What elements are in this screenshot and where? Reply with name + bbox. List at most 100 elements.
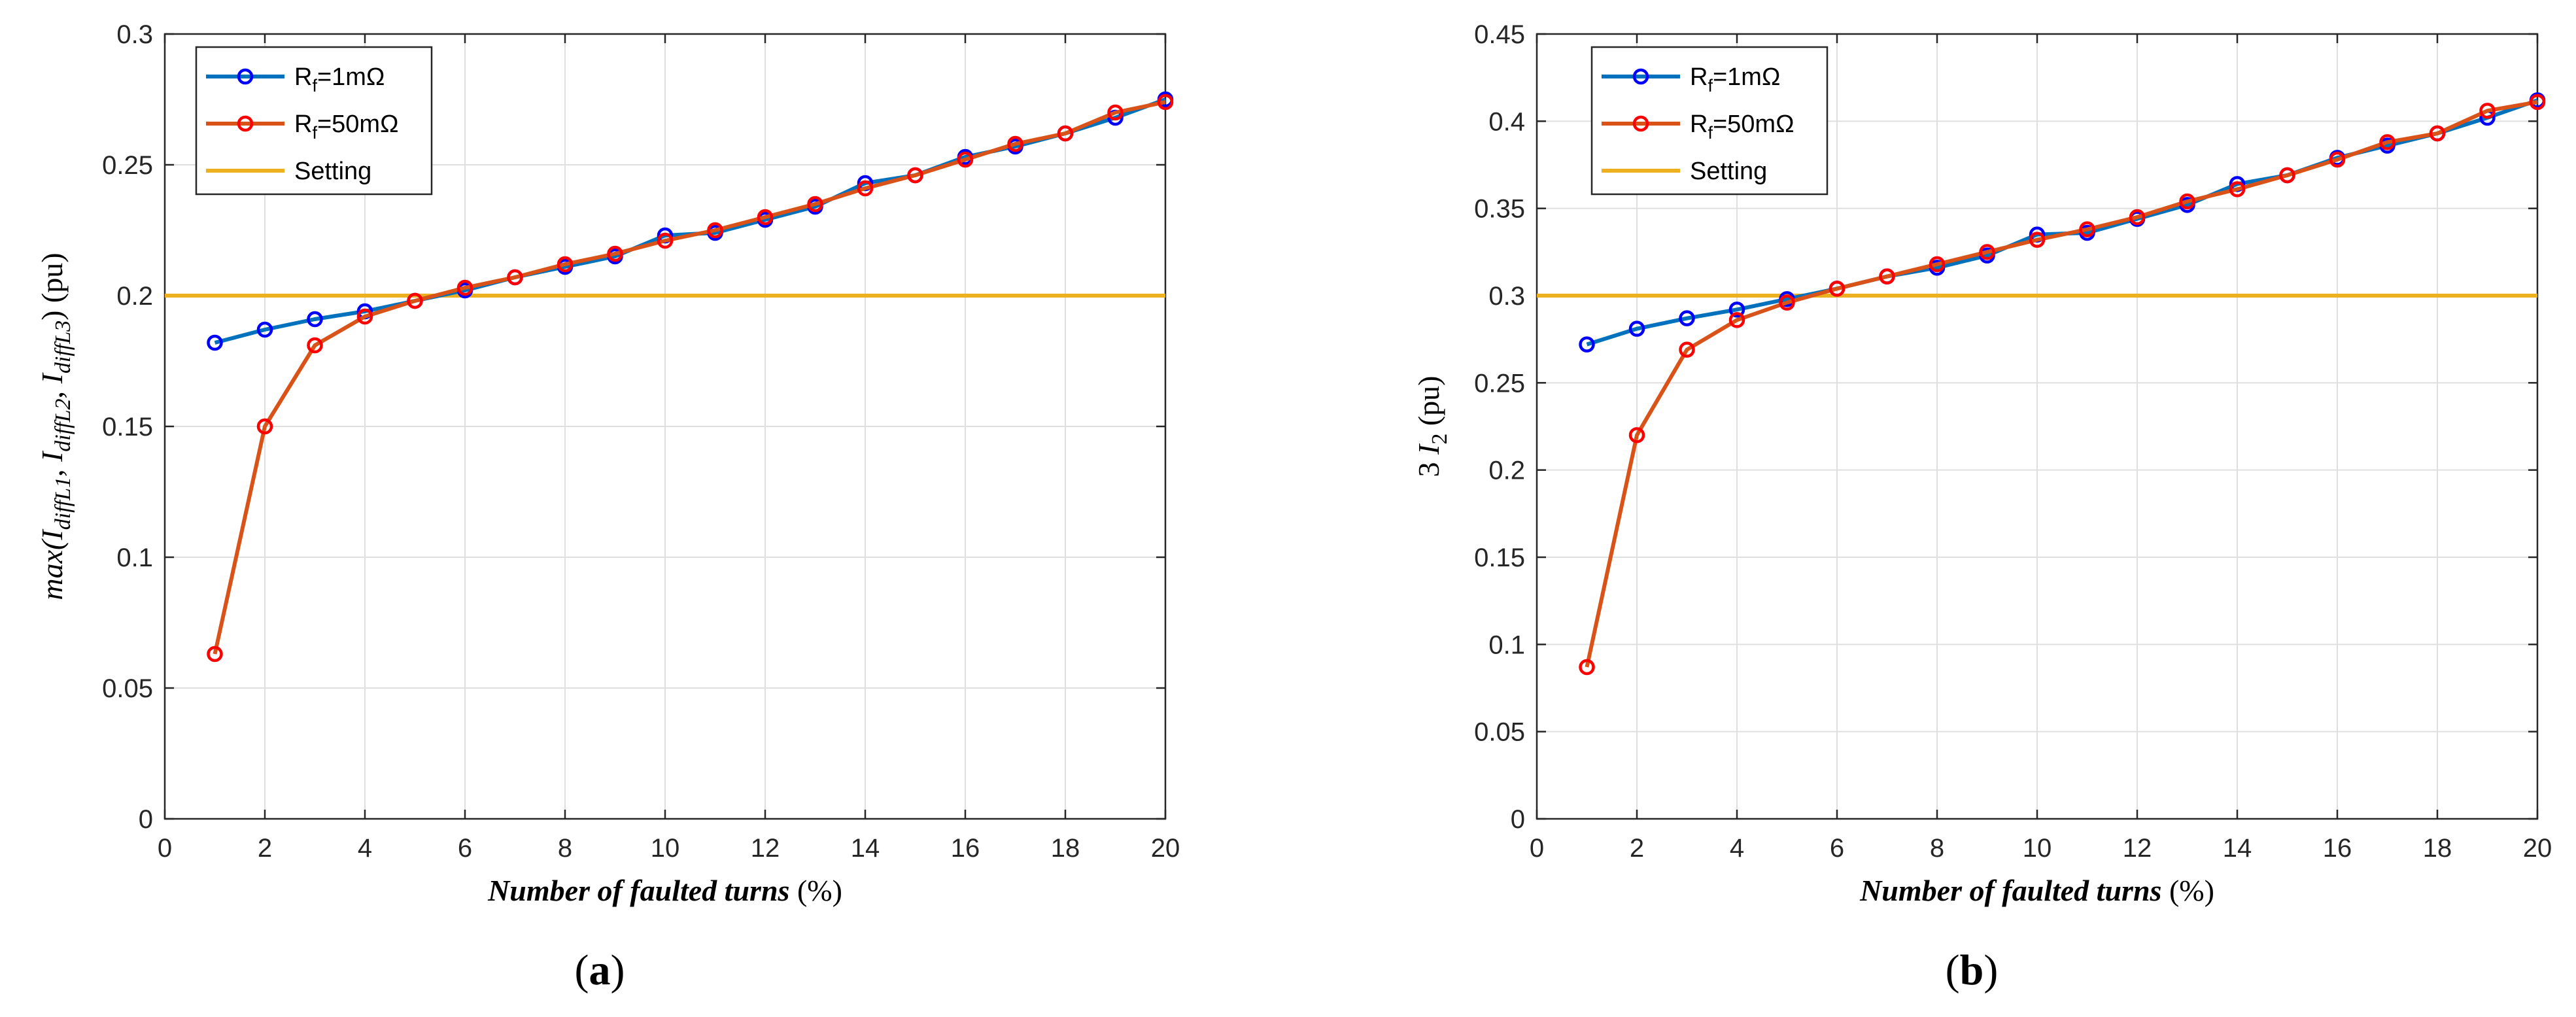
y-tick-label: 0 [1511,805,1525,834]
data-point [1728,312,1745,328]
data-point [307,337,323,354]
data-point [657,232,674,249]
data-point [1979,244,1995,260]
y-tick-label: 0.2 [1488,457,1525,485]
data-point [2529,94,2546,111]
x-tick-label: 0 [1530,834,1544,863]
y-tick-label: 0.05 [1474,718,1525,747]
x-tick-label: 18 [1051,834,1080,863]
x-tick-label: 16 [951,834,980,863]
data-point [1157,94,1174,111]
x-tick-label: 10 [2023,834,2052,863]
legend-entry-label: Rf=1mΩ [1690,63,1780,95]
legend-entry-label: Rf=1mΩ [294,63,385,95]
panel-label: (b) [1946,946,1999,994]
x-tick-label: 16 [2323,834,2352,863]
y-tick-label: 0.35 [1474,195,1525,224]
y-tick-label: 0.4 [1488,107,1525,136]
x-tick-label: 2 [1630,834,1644,863]
data-point [207,646,223,663]
legend-marker [1632,68,1649,85]
x-tick-label: 4 [358,834,372,863]
x-tick-label: 0 [158,834,172,863]
data-point [2179,193,2195,210]
data-point [2229,181,2246,198]
data-point [1107,104,1124,121]
data-point [807,196,823,213]
data-point [2479,103,2496,119]
x-tick-label: 2 [258,834,272,863]
data-point [1728,302,1745,318]
x-tick-label: 4 [1730,834,1744,863]
legend-marker [237,68,254,85]
legend-marker [237,115,254,132]
data-point [256,418,273,435]
data-point [2129,209,2146,226]
data-point [207,334,223,351]
data-point [1579,659,1595,676]
y-tick-label: 0 [139,805,153,834]
y-tick-label: 0.1 [1488,630,1525,659]
data-point [356,308,373,325]
chart-panel-a: 0 2 4 6 8 10 12 14 16 18 20 0 0.05 0.1 0.15 0.2 0.25 0.3 N… [35,20,1180,994]
x-tick-label: 8 [558,834,572,863]
x-tick-label: 12 [2123,834,2152,863]
x-tick-label: 6 [458,834,472,863]
legend: Rf=1mΩ Rf=50mΩ Setting [1590,46,1829,196]
series-line-1 [213,100,1166,655]
data-point [1579,336,1595,353]
x-tick-label: 8 [1930,834,1944,863]
data-point [557,256,574,273]
y-axis-label: max(IdiffL1, IdiffL2, IdiffL3) (pu) [35,252,75,600]
x-axis-label: Number of faulted turns (%) [1859,874,2214,907]
data-point [2429,125,2446,142]
panel-label: (a) [575,946,625,994]
legend: Rf=1mΩ Rf=50mΩ Setting [195,46,433,196]
data-point [456,279,473,296]
x-tick-label: 14 [851,834,880,863]
y-tick-label: 0.3 [1488,282,1525,311]
x-tick-label: 14 [2223,834,2252,863]
y-tick-label: 0.3 [116,20,153,49]
data-point [607,245,623,262]
data-point [2329,151,2346,168]
legend-marker [1632,115,1649,132]
data-point [2029,232,2046,248]
data-point [407,292,423,309]
x-axis-label: Number of faulted turns (%) [487,874,842,907]
data-point [857,180,874,197]
x-tick-label: 18 [2423,834,2452,863]
y-tick-label: 0.25 [102,151,153,180]
y-tick-label: 0.15 [102,413,153,441]
chart-panel-b: 0 2 4 6 8 10 12 14 16 18 20 0 0.05 0.1 0.15 0.2 0.25 0.3 0… [1412,20,2552,994]
data-point [1679,341,1695,358]
legend-entry-label: Setting [1690,158,1767,185]
data-point [1879,268,1895,284]
data-point [1779,294,1795,311]
data-point [1628,320,1645,337]
data-point [307,311,323,328]
data-point [1628,427,1645,443]
data-point [1929,256,1946,273]
x-tick-label: 10 [651,834,680,863]
legend-entry-label: Setting [294,158,371,185]
x-tick-label: 12 [751,834,780,863]
y-axis-label: 3 I2 (pu) [1412,376,1452,477]
data-point [1829,281,1846,297]
data-point [1057,125,1074,142]
y-tick-label: 0.25 [1474,369,1525,398]
series-line-1 [1585,100,2538,668]
data-point [2079,221,2095,237]
y-tick-label: 0.45 [1474,20,1525,49]
y-tick-label: 0.15 [1474,543,1525,572]
legend-entry-label: Rf=50mΩ [1690,111,1795,143]
legend-entry-label: Rf=50mΩ [294,111,399,143]
x-tick-label: 20 [1151,834,1180,863]
x-tick-label: 20 [2523,834,2552,863]
data-point [907,167,923,184]
data-point [1007,135,1023,152]
data-point [2279,167,2295,184]
data-point [1679,310,1695,326]
data-point [757,209,774,226]
